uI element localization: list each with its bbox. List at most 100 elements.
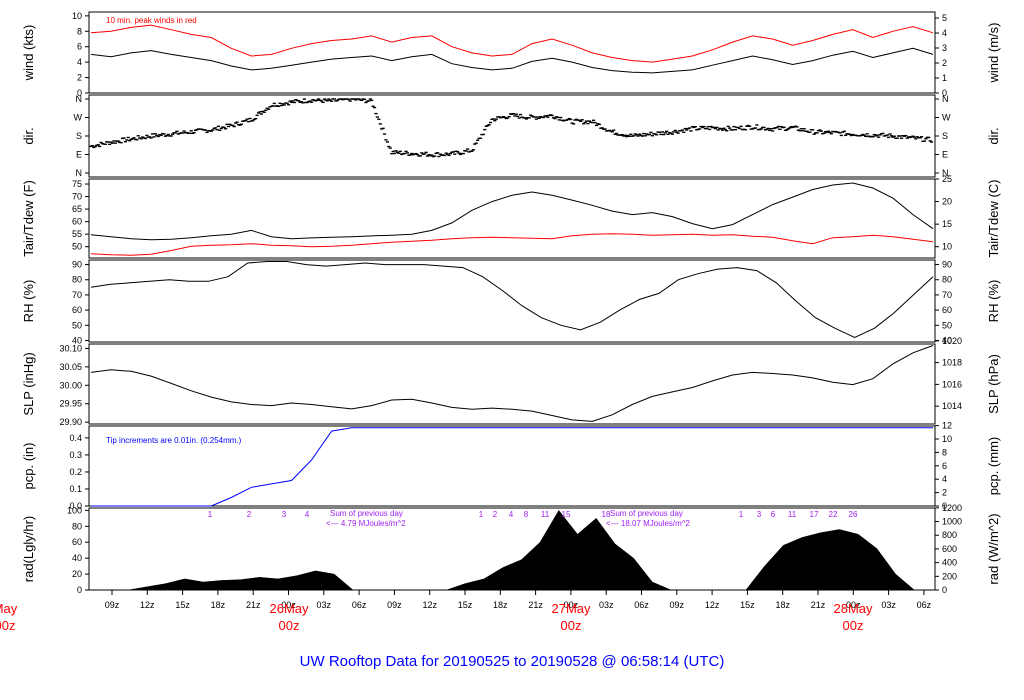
slp-ytick-right-label: 1016: [942, 379, 962, 389]
rad-hour-mark: 4: [509, 510, 514, 519]
x-tick-label: 18z: [493, 600, 508, 610]
pcp-ytick-right-label: 8: [942, 447, 947, 457]
dir-frame: [88, 94, 936, 178]
day-label-date: 27May: [551, 601, 591, 616]
wind-ytick-label: 0: [77, 88, 82, 98]
temp-tair-line: [90, 182, 934, 241]
rh-ytick-right-label: 90: [942, 260, 952, 270]
dir-ytick-label: N: [76, 168, 83, 178]
day-label-time: 00z: [843, 618, 864, 633]
x-tick-label: 18z: [211, 600, 226, 610]
rad-hour-mark: 26: [849, 510, 858, 519]
pcp-ytick-right-label: 10: [942, 434, 952, 444]
slp-ytick-right-label: 1014: [942, 401, 962, 411]
rh-ylabel: RH (%): [21, 280, 36, 323]
slp-ytick-label: 30.10: [59, 343, 82, 353]
wind-ytick-label: 4: [77, 57, 82, 67]
pcp-ylabel: pcp. (in): [21, 443, 36, 490]
dir-ytick-right-label: E: [942, 150, 948, 160]
rad-hour-mark: 6: [771, 510, 776, 519]
rad-ytick-right-label: 400: [942, 558, 957, 568]
rad-hour-mark: 1: [739, 510, 744, 519]
rad-sum2-value: <--- 18.07 MJoules/m^2: [606, 519, 691, 528]
pcp-ytick-label: 0.0: [69, 501, 82, 511]
rad-hour-mark: 1: [479, 510, 484, 519]
x-tick-label: 21z: [528, 600, 543, 610]
rad-area: [91, 509, 933, 591]
temp-ytick-label: 50: [72, 242, 82, 252]
x-tick-label: 12z: [705, 600, 720, 610]
slp-ytick-right-label: 1018: [942, 358, 962, 368]
temp-tdew-line: [90, 233, 934, 256]
rad-hour-mark: 1: [208, 510, 213, 519]
temp-ytick-right-label: 10: [942, 242, 952, 252]
temp-ytick-right-label: 25: [942, 174, 952, 184]
rh-ylabel-right: RH (%): [986, 280, 1001, 323]
rad-ytick-label: 100: [67, 505, 82, 515]
pcp-ytick-right-label: 2: [942, 488, 947, 498]
x-tick-label: 09z: [670, 600, 685, 610]
rh-frame: [88, 259, 936, 343]
x-tick-label: 21z: [811, 600, 826, 610]
temp-ytick-label: 70: [72, 192, 82, 202]
slp-ylabel: SLP (inHg): [21, 352, 36, 415]
rh-ytick-label: 60: [72, 305, 82, 315]
dir-ytick-label: W: [74, 113, 83, 123]
wind-series1-line: [90, 24, 934, 63]
rad-ytick-label: 80: [72, 521, 82, 531]
wind-frame: [88, 11, 936, 94]
rad-hour-mark: 18: [602, 510, 611, 519]
wind-ytick-right-label: 2: [942, 58, 947, 68]
x-tick-label: 06z: [352, 600, 367, 610]
pcp-ytick-label: 0.4: [69, 433, 82, 443]
x-tick-label: 00z: [564, 600, 579, 610]
rh-ytick-label: 40: [72, 335, 82, 345]
pcp-ytick-label: 0.2: [69, 467, 82, 477]
x-tick-label: 21z: [246, 600, 261, 610]
day-label-time: 00z: [0, 618, 15, 633]
rad-hour-mark: 11: [541, 510, 550, 519]
chart-title: UW Rooftop Data for 20190525 to 20190528…: [300, 653, 725, 670]
wind-ytick-right-label: 3: [942, 43, 947, 53]
pcp-ytick-label: 0.1: [69, 484, 82, 494]
wind-ylabel: wind (kts): [21, 25, 36, 82]
day-label-date: 28May: [833, 601, 873, 616]
wind-ytick-right-label: 4: [942, 28, 947, 38]
x-axis: 09z 12z 15z 18z 21z 00z 03z 06z 09z 12z 15z 18z 21z 0…: [0, 590, 932, 633]
rad-hour-mark: 17: [810, 510, 819, 519]
x-tick-label: 06z: [634, 600, 649, 610]
x-tick-label: 03z: [881, 600, 896, 610]
rad-ylabel-right: rad (W/m^2): [986, 513, 1001, 584]
slp-values-line: [90, 345, 934, 422]
slp-ytick-label: 30.00: [59, 380, 82, 390]
x-tick-label: 15z: [458, 600, 473, 610]
rad-hour-mark: 15: [562, 510, 571, 519]
rad-ytick-right-label: 0: [942, 585, 947, 595]
rad-ytick-right-label: 1200: [942, 503, 962, 513]
pcp-annotation: Tip increments are 0.01in. (0.254mm.): [106, 436, 242, 445]
dir-ytick-right-label: N: [942, 168, 949, 178]
x-tick-label: 15z: [740, 600, 755, 610]
x-tick-label: 12z: [140, 600, 155, 610]
day-label-time: 00z: [279, 618, 300, 633]
day-label-date: 26May: [269, 601, 309, 616]
temp-frame: [88, 178, 936, 259]
dir-ytick-right-label: S: [942, 131, 948, 141]
rad-sum1-label: Sum of previous day: [330, 509, 403, 518]
temp-ytick-label: 75: [72, 179, 82, 189]
wind-ytick-right-label: 1: [942, 73, 947, 83]
pcp-ytick-right-label: 6: [942, 461, 947, 471]
temp-ytick-label: 60: [72, 217, 82, 227]
rh-ytick-right-label: 70: [942, 290, 952, 300]
x-tick-label: 06z: [917, 600, 932, 610]
rad-hour-mark: 8: [524, 510, 529, 519]
rad-hour-mark: 3: [757, 510, 762, 519]
x-tick-label: 00z: [846, 600, 861, 610]
slp-ytick-label: 29.95: [59, 399, 82, 409]
rad-ylabel: rad(Lgly/hr): [21, 516, 36, 582]
wind-ylabel-right: wind (m/s): [986, 23, 1001, 84]
wind-annotation: 10 min. peak winds in red: [106, 16, 197, 25]
pcp-ytick-label: 0.3: [69, 450, 82, 460]
rad-sum2-label: Sum of previous day: [610, 509, 683, 518]
